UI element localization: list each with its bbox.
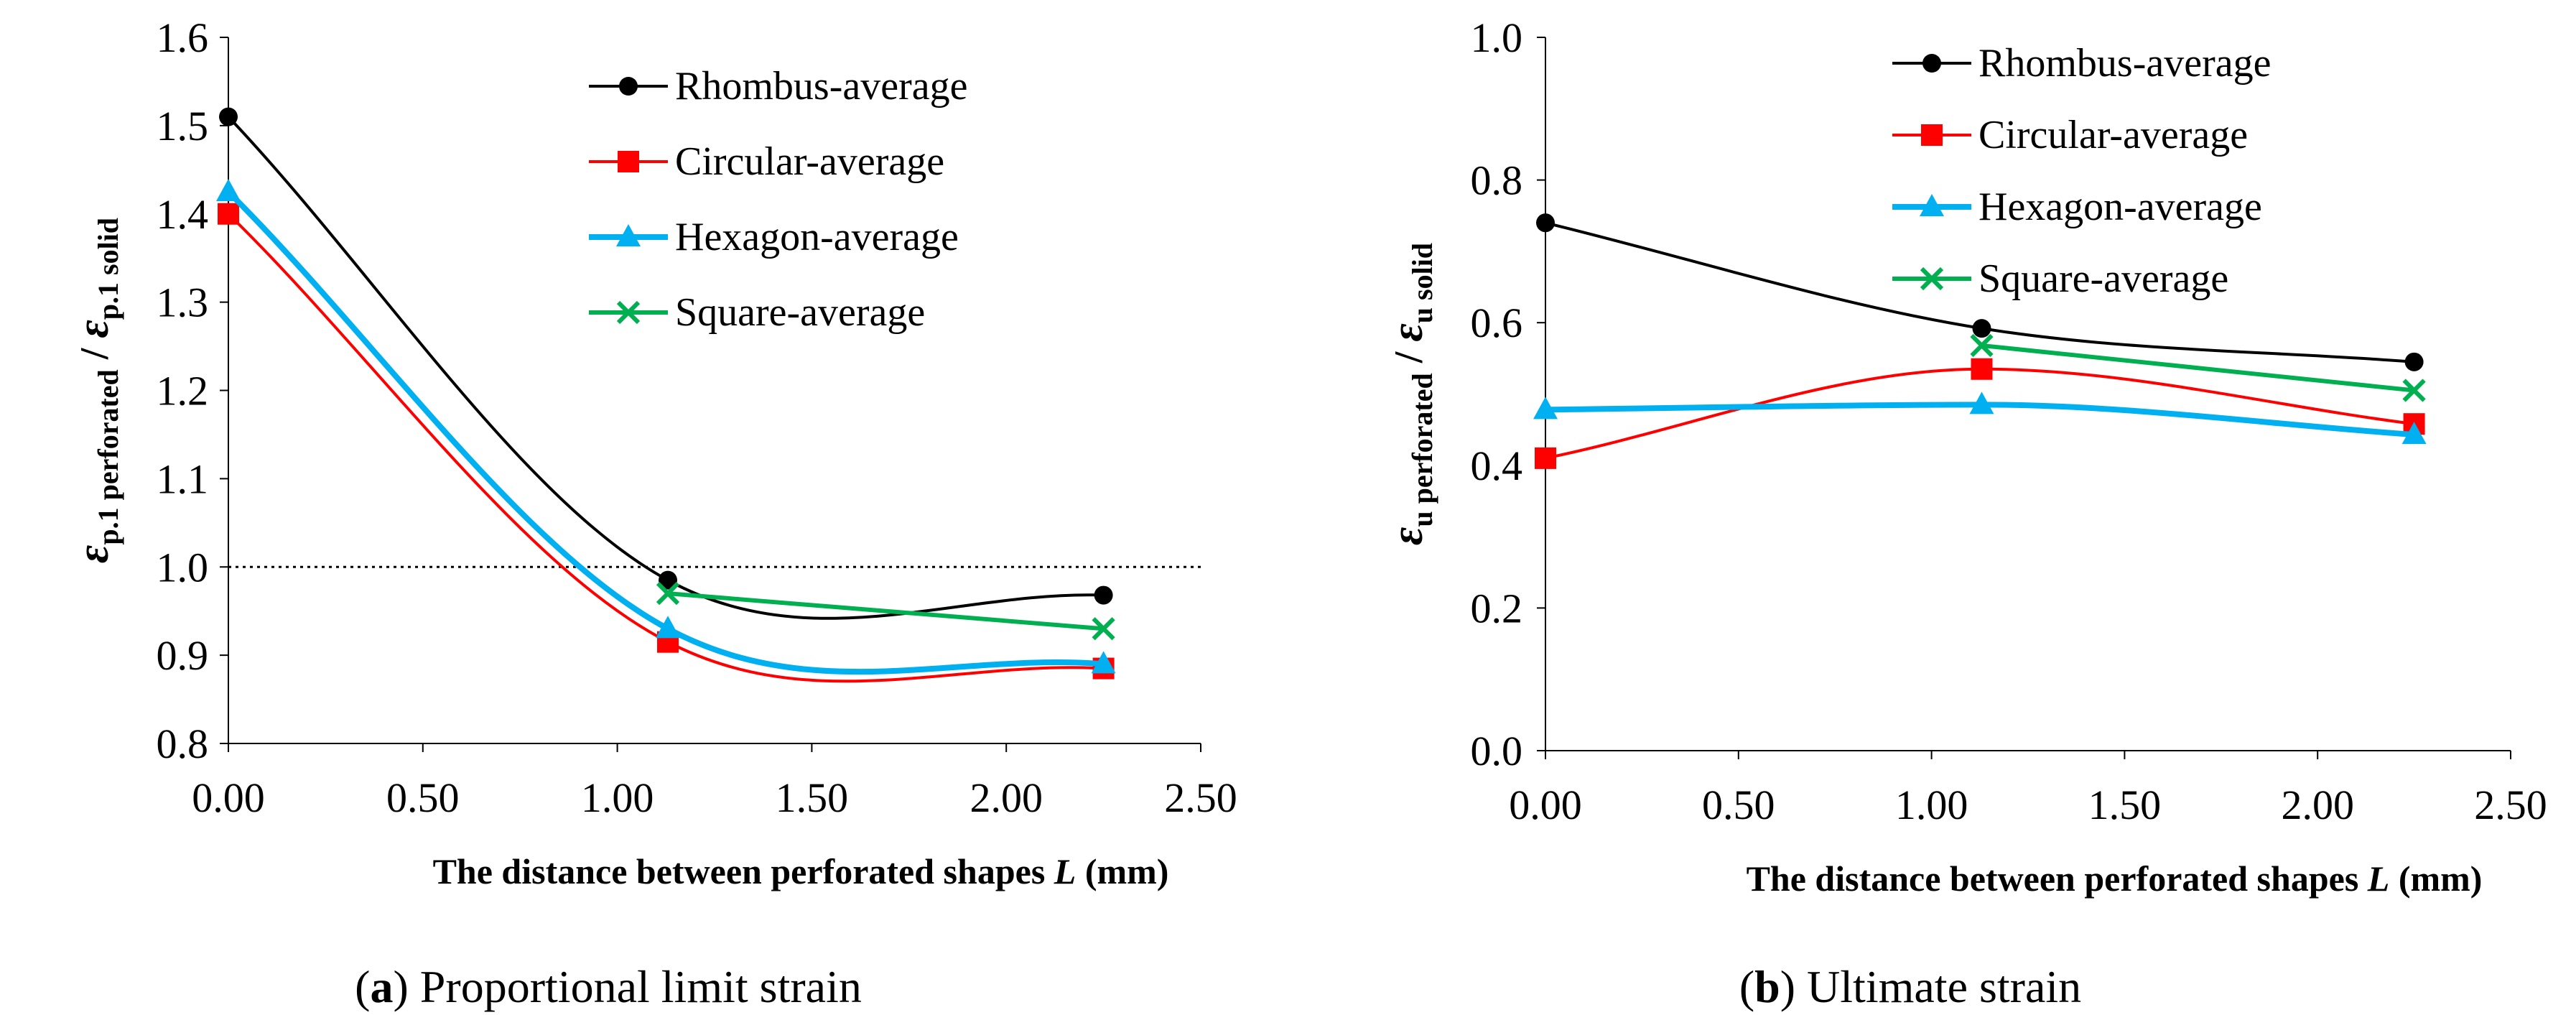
x-tick-label: 2.50 [2474,782,2547,828]
x-tick-label: 2.00 [2281,782,2354,828]
caption-a: (a) Proportional limit strain [355,961,862,1012]
y-tick-label: 1.1 [157,455,209,502]
x-tick-label: 1.00 [1895,782,1968,828]
legend-label: Circular-average [1979,113,2248,157]
series-line-square-average [1981,343,2414,393]
y-tick-label: 1.6 [157,14,209,61]
data-point-hexagon-average [1533,397,1558,420]
x-tick-label: 1.50 [776,774,849,821]
y-axis-label: εp.1 perforated / εp.1 solid [69,218,124,563]
data-point-hexagon-average [1969,391,1994,414]
y-tick-label: 0.0 [1471,728,1523,774]
legend-marker [616,300,641,325]
y-tick-label: 1.2 [157,368,209,414]
data-point-circular-average [1535,447,1556,469]
legend-label: Hexagon-average [675,215,959,259]
data-point-square-average [656,581,680,606]
data-point-square-average-stroke-2 [1970,333,1994,358]
y-tick-label: 0.9 [157,632,209,679]
legend-label: Circular-average [675,139,944,184]
data-point-hexagon-average [2401,422,2427,445]
x-tick-label: 0.50 [1702,782,1775,828]
caption-a-text: Proportional limit strain [420,961,862,1012]
data-point-rhombus-average [1972,319,1991,338]
y-tick-label: 0.4 [1471,442,1523,489]
legend-marker [616,224,641,246]
y-tick-label: 1.4 [157,191,209,238]
caption-b: (b) Ultimate strain [1739,961,2081,1012]
caption-b-letter: b [1754,961,1780,1012]
x-tick-label: 0.00 [1509,782,1582,828]
y-tick-label: 0.6 [1471,300,1523,346]
data-point-hexagon-average [1091,651,1116,674]
data-point-hexagon-average [216,179,241,202]
y-axis-label: εu perforated / εu solid [1383,243,1438,545]
legend-label: Square-average [675,290,925,335]
legend-marker [619,77,638,96]
data-point-square-average [2402,379,2426,402]
data-point-rhombus-average [659,570,678,590]
series-line-hexagon-average [226,190,1104,675]
y-tick-label: 0.8 [157,720,209,767]
caption-b-text: Ultimate strain [1807,961,2081,1012]
legend-label: Rhombus-average [675,64,967,108]
y-tick-label: 1.0 [157,544,209,590]
data-point-circular-average [218,203,239,225]
x-axis-label: The distance between perforated shapes L… [433,851,1169,891]
data-point-rhombus-average [1536,213,1555,233]
x-tick-label: 1.50 [2088,782,2162,828]
data-point-hexagon-average [656,616,681,639]
chart-b-ultimate-strain: 0.0 0.2 0.4 0.6 0.8 1.0 0.00 0.50 1.00 1.50 2.00 2.… [1383,14,2547,899]
x-tick-label: 2.00 [970,774,1043,821]
data-point-rhombus-average [1094,585,1113,605]
caption-a-letter: a [370,961,393,1012]
legend-marker [1920,267,1944,291]
legend-label: Hexagon-average [1979,185,2262,229]
y-tick-label: 1.5 [157,103,209,149]
legend-marker [1920,194,1944,216]
data-point-square-average [1092,617,1115,641]
legend-label: Rhombus-average [1979,41,2271,85]
data-point-rhombus-average [2404,352,2424,371]
x-tick-label: 0.00 [192,774,265,821]
x-tick-label: 2.50 [1164,774,1237,821]
x-tick-label: 0.50 [386,774,460,821]
data-point-square-average-stroke-2 [1092,617,1115,641]
data-point-circular-average [1971,358,1993,380]
legend-marker [1922,54,1941,73]
y-tick-label: 0.2 [1471,585,1523,631]
x-tick-label: 1.00 [581,774,654,821]
y-tick-label: 1.3 [157,279,209,326]
chart-a-proportional-limit-strain: 0.8 0.9 1.0 1.1 1.2 1.3 1.4 1.5 1.6 0.00 0.50 1.00 1… [69,14,1237,891]
series-line-rhombus-average [227,116,1104,620]
series-line-circular-average [227,213,1104,683]
data-point-square-average [1970,333,1994,358]
data-point-rhombus-average [219,107,238,126]
legend-label: Square-average [1979,256,2228,301]
legend-marker [618,151,639,172]
x-axis-label: The distance between perforated shapes L… [1747,858,2483,899]
legend-marker-stroke-2 [1920,267,1944,291]
legend-marker [1921,124,1943,146]
y-tick-label: 1.0 [1471,14,1523,61]
legend-marker-stroke-2 [616,300,641,325]
data-point-square-average-stroke-2 [656,581,680,606]
series-line-square-average [667,591,1104,631]
y-tick-label: 0.8 [1471,157,1523,204]
data-point-square-average-stroke-2 [2402,379,2426,402]
